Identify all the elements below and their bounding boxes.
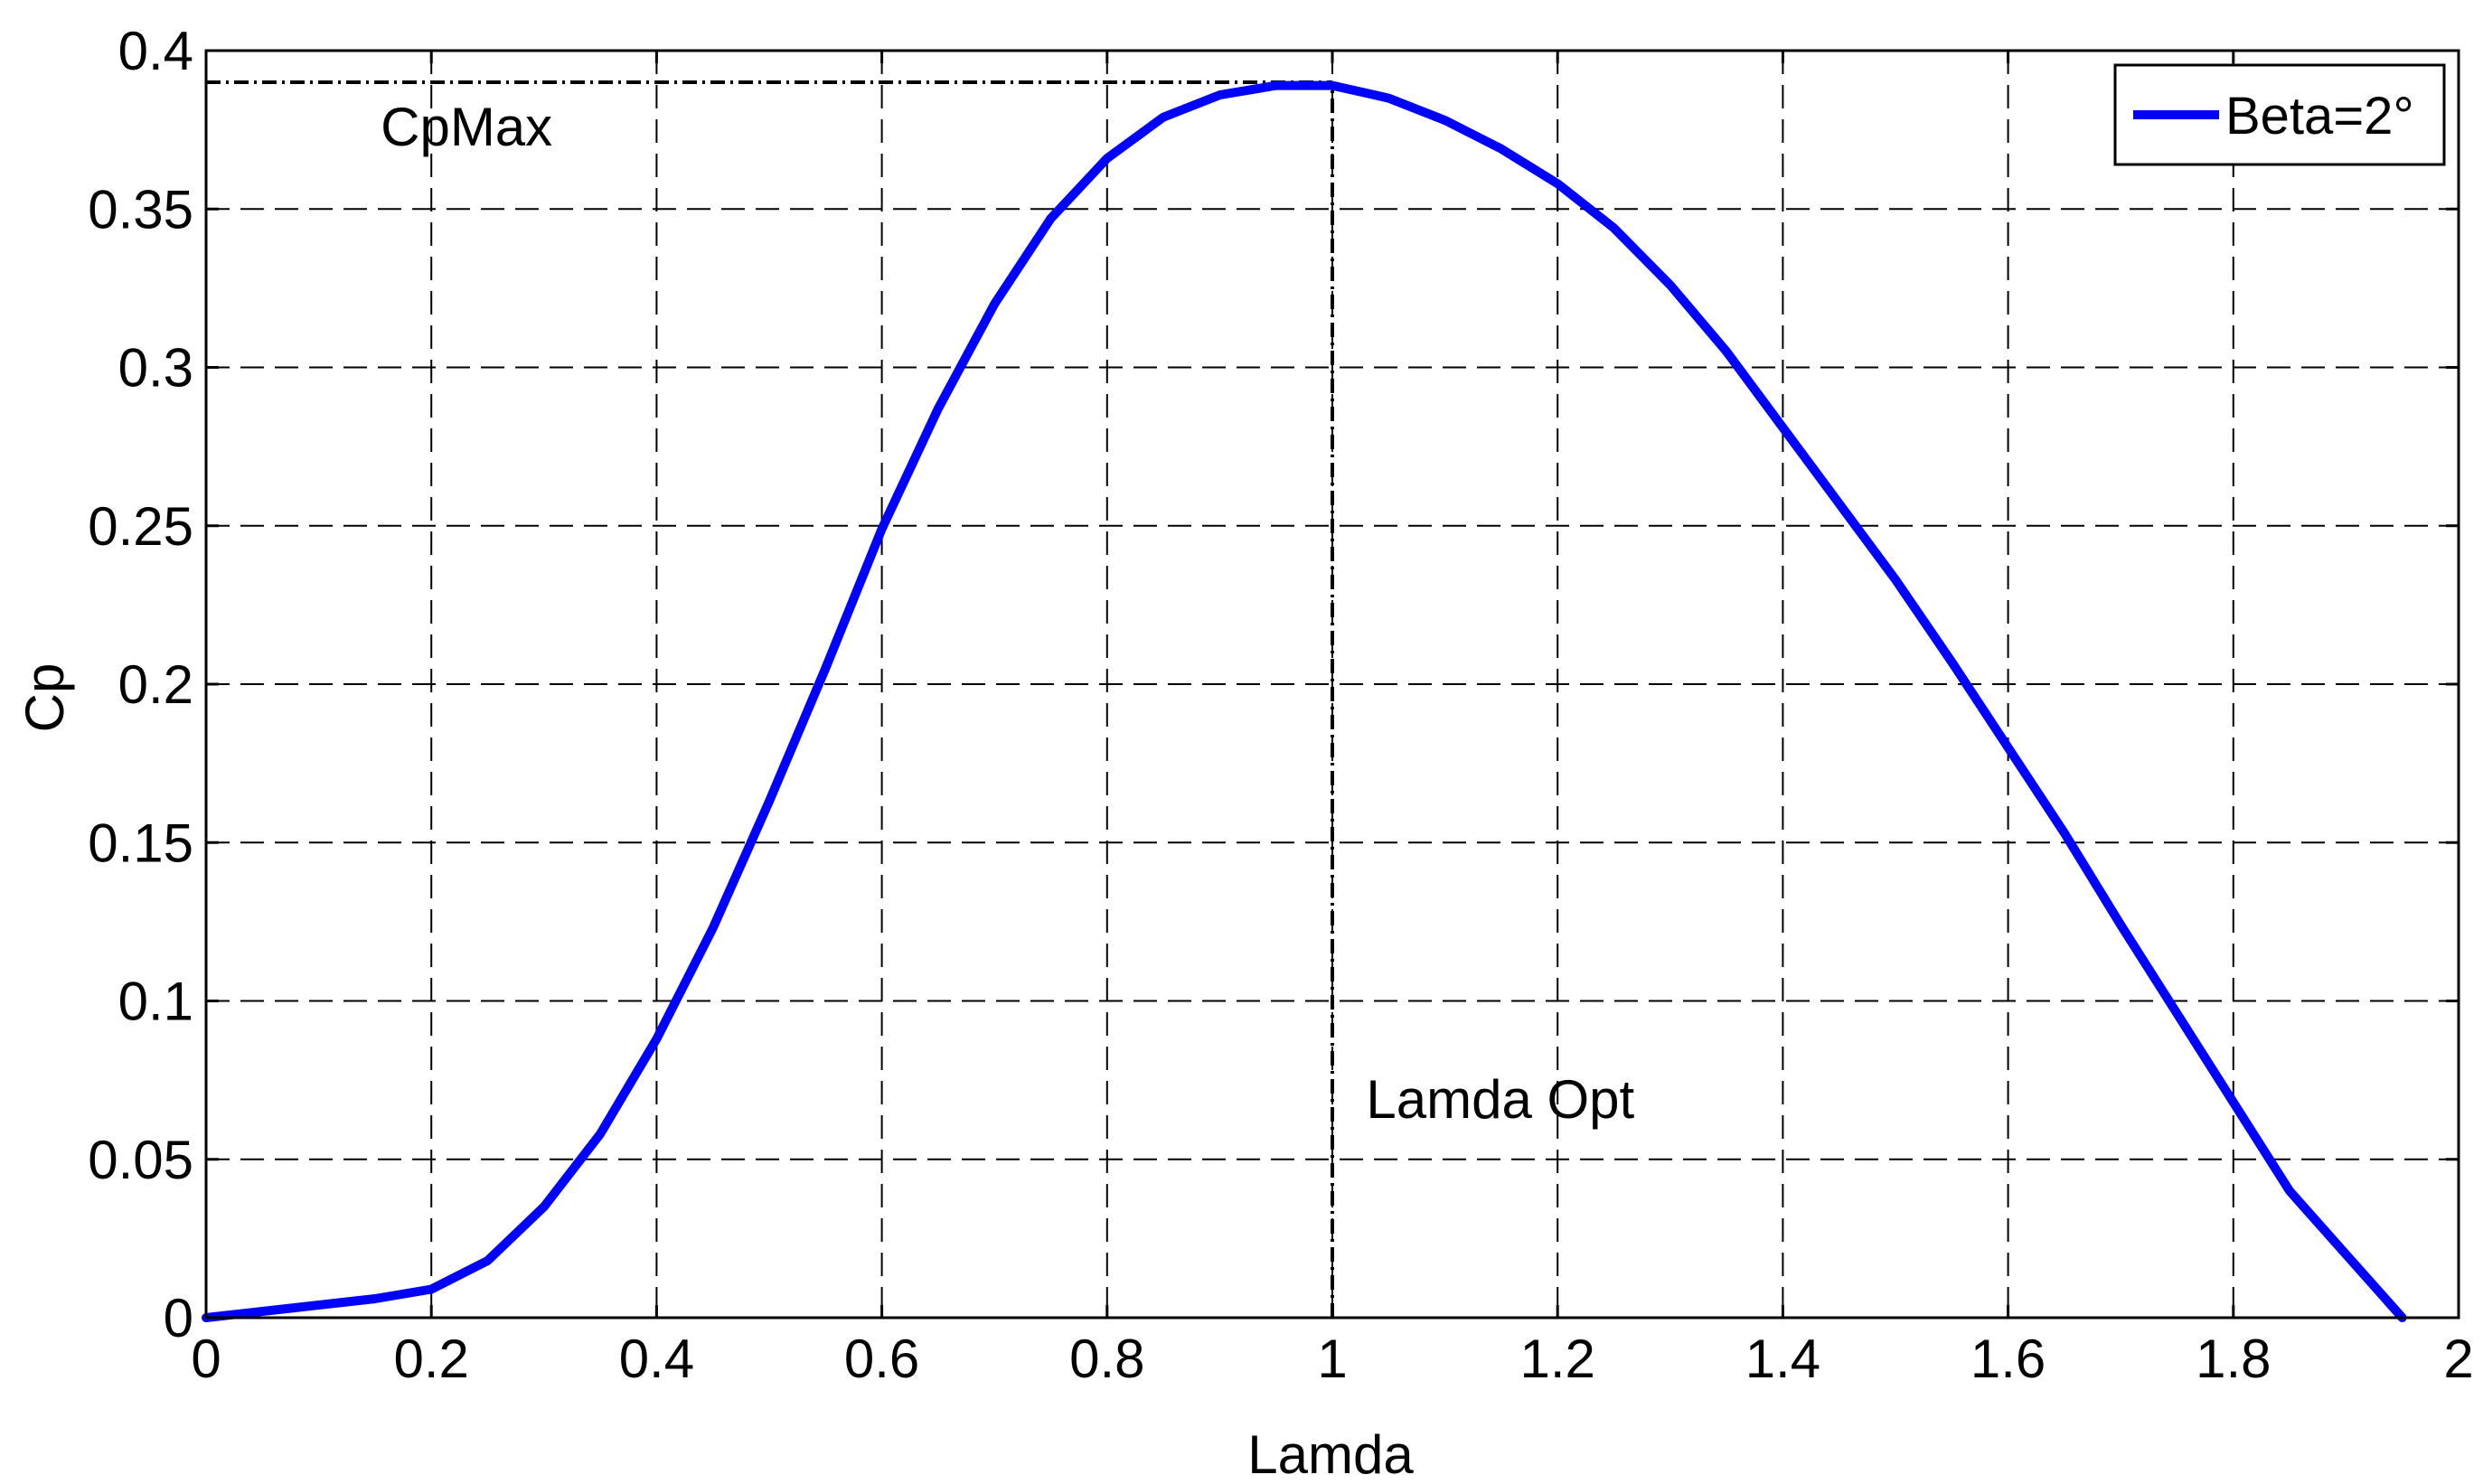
x-tick-labels: 0 0.2 0.4 0.6 0.8 1 1.2 1.4 1.6 1.8 2 xyxy=(191,1329,2473,1389)
x-tick-label: 1 xyxy=(1317,1329,1347,1389)
y-tick-label: 0.1 xyxy=(118,972,193,1032)
y-tick-label: 0.4 xyxy=(118,21,193,81)
y-tick-label: 0.05 xyxy=(88,1130,193,1190)
annotations: CpMax Lamda Opt xyxy=(381,97,1634,1130)
x-axis-label: Lamda xyxy=(1247,1424,1414,1484)
reference-lines xyxy=(206,80,1334,1318)
x-tick-label: 1.4 xyxy=(1745,1329,1820,1389)
x-tick-label: 1.2 xyxy=(1519,1329,1594,1389)
y-tick-labels: 0 0.05 0.1 0.15 0.2 0.25 0.3 0.35 0.4 xyxy=(88,21,193,1348)
series-layer xyxy=(202,80,2407,1322)
ticks xyxy=(204,49,2460,1320)
x-tick-label: 0.2 xyxy=(393,1329,468,1389)
x-tick-label: 0.6 xyxy=(844,1329,919,1389)
y-axis-label: Cp xyxy=(14,663,75,733)
annotation-label: Lamda Opt xyxy=(1366,1069,1634,1130)
x-tick-label: 1.6 xyxy=(1970,1329,2046,1389)
x-tick-label: 0.4 xyxy=(619,1329,694,1389)
x-tick-label: 0 xyxy=(191,1329,221,1389)
x-tick-label: 2 xyxy=(2443,1329,2473,1389)
y-tick-label: 0.3 xyxy=(118,338,193,399)
y-tick-label: 0 xyxy=(164,1288,193,1348)
y-tick-label: 0.35 xyxy=(88,179,193,240)
y-tick-label: 0.25 xyxy=(88,496,193,557)
grid xyxy=(206,51,2459,1318)
legend: Beta=2° xyxy=(2113,63,2446,166)
y-tick-label: 0.2 xyxy=(118,654,193,715)
annotation-label: CpMax xyxy=(381,97,552,157)
y-tick-label: 0.15 xyxy=(88,812,193,873)
x-tick-label: 1.8 xyxy=(2196,1329,2271,1389)
x-tick-label: 0.8 xyxy=(1069,1329,1144,1389)
legend-entry-label: Beta=2° xyxy=(2225,87,2414,146)
cp-curve-line xyxy=(202,80,2407,1322)
